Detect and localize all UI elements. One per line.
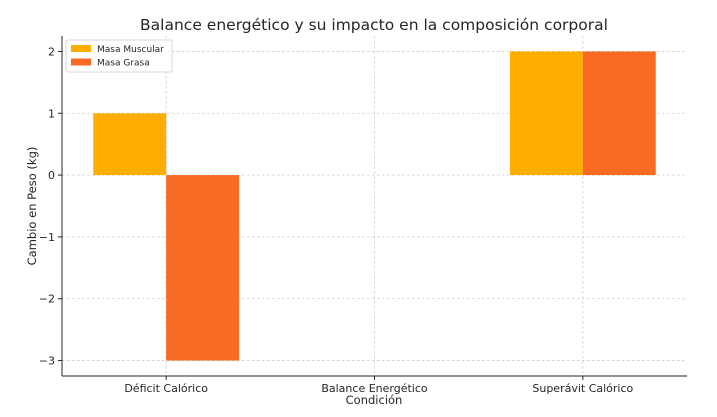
legend-swatch xyxy=(71,58,91,66)
bar-masa-grasa-2 xyxy=(582,51,656,176)
x-tick-label: Balance Energético xyxy=(321,382,428,395)
x-tick-label: Déficit Calórico xyxy=(124,382,208,395)
x-axis-label: Condición xyxy=(346,393,403,407)
y-tick-label: −1 xyxy=(39,231,55,244)
chart-title: Balance energético y su impacto en la co… xyxy=(140,16,608,34)
legend-label: Masa Muscular xyxy=(97,45,164,55)
bar-masa-grasa-0 xyxy=(166,175,240,361)
y-tick-label: 1 xyxy=(48,107,55,120)
bar-masa-muscular-0 xyxy=(93,113,167,176)
y-tick-label: 0 xyxy=(48,169,55,182)
x-tick-label: Superávit Calórico xyxy=(532,382,633,395)
y-tick-label: −3 xyxy=(39,355,55,368)
y-tick-label: −2 xyxy=(39,293,55,306)
bars xyxy=(93,51,656,361)
legend-swatch xyxy=(71,45,91,52)
legend-label: Masa Grasa xyxy=(97,59,150,69)
ticks: −3 −2 −1 0 1 2 Déficit Calórico Balance Energét… xyxy=(39,45,634,395)
legend: Masa Muscular Masa Grasa xyxy=(65,39,173,73)
y-axis-label: Cambio en Peso (kg) xyxy=(25,147,39,266)
y-tick-label: 2 xyxy=(48,45,55,58)
legend-box xyxy=(65,39,173,73)
bar-masa-muscular-2 xyxy=(509,51,583,176)
